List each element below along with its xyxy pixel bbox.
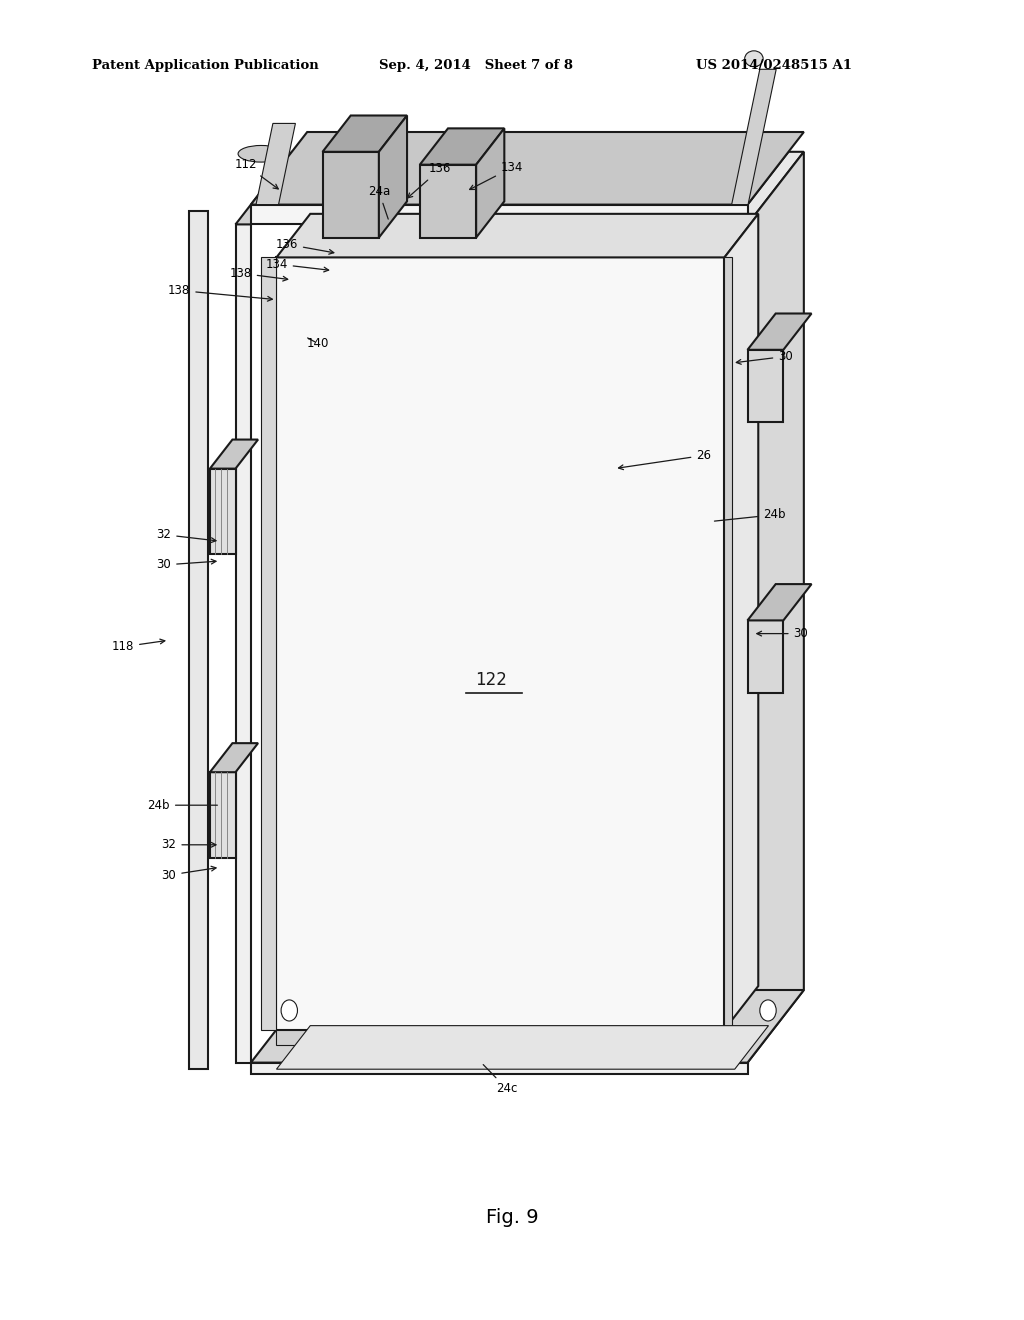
Polygon shape: [748, 620, 783, 693]
Polygon shape: [276, 214, 758, 257]
Polygon shape: [748, 350, 783, 422]
Polygon shape: [210, 743, 258, 772]
Polygon shape: [276, 257, 725, 1030]
Polygon shape: [276, 1026, 768, 1069]
Polygon shape: [236, 224, 251, 1063]
Polygon shape: [725, 214, 758, 1030]
Text: 32: 32: [157, 528, 216, 543]
Polygon shape: [251, 990, 804, 1063]
Polygon shape: [189, 211, 208, 1069]
Text: 134: 134: [265, 257, 329, 272]
Text: 136: 136: [408, 162, 452, 198]
Text: Sep. 4, 2014   Sheet 7 of 8: Sep. 4, 2014 Sheet 7 of 8: [379, 59, 572, 73]
Polygon shape: [732, 152, 804, 224]
Polygon shape: [251, 205, 748, 224]
Text: 24b: 24b: [147, 799, 217, 812]
Text: 30: 30: [162, 866, 216, 882]
Polygon shape: [210, 772, 236, 858]
Text: 140: 140: [306, 337, 329, 350]
Text: 112: 112: [234, 158, 279, 189]
Circle shape: [281, 1001, 298, 1022]
Polygon shape: [210, 469, 236, 554]
Text: US 2014/0248515 A1: US 2014/0248515 A1: [696, 59, 852, 73]
Polygon shape: [748, 583, 811, 620]
Polygon shape: [261, 257, 276, 1030]
Polygon shape: [379, 116, 408, 238]
Text: 30: 30: [757, 627, 808, 640]
Text: 134: 134: [470, 161, 523, 190]
Text: Patent Application Publication: Patent Application Publication: [92, 59, 318, 73]
Polygon shape: [731, 70, 776, 205]
Text: 122: 122: [475, 671, 508, 689]
Text: 24c: 24c: [483, 1065, 517, 1096]
Circle shape: [760, 1001, 776, 1022]
Ellipse shape: [238, 145, 285, 162]
Ellipse shape: [744, 51, 763, 67]
Text: 118: 118: [112, 639, 165, 653]
Text: 24a: 24a: [368, 185, 390, 219]
Polygon shape: [323, 152, 379, 238]
Text: 138: 138: [168, 284, 272, 301]
Polygon shape: [748, 152, 804, 1063]
Polygon shape: [256, 124, 296, 205]
Text: 136: 136: [275, 238, 334, 255]
Polygon shape: [748, 313, 811, 350]
Polygon shape: [323, 116, 408, 152]
Polygon shape: [476, 128, 505, 238]
Text: 32: 32: [162, 838, 216, 851]
Polygon shape: [420, 128, 505, 165]
Polygon shape: [251, 132, 804, 205]
Polygon shape: [725, 257, 732, 1030]
Text: 30: 30: [736, 350, 793, 364]
Text: 26: 26: [618, 449, 712, 470]
Polygon shape: [420, 165, 476, 238]
Text: 138: 138: [229, 267, 288, 281]
Text: 30: 30: [157, 558, 216, 572]
Polygon shape: [236, 152, 307, 224]
Text: 24b: 24b: [715, 508, 785, 521]
Polygon shape: [210, 440, 258, 469]
Polygon shape: [276, 1030, 725, 1045]
Polygon shape: [251, 1063, 748, 1074]
Text: Fig. 9: Fig. 9: [485, 1208, 539, 1226]
